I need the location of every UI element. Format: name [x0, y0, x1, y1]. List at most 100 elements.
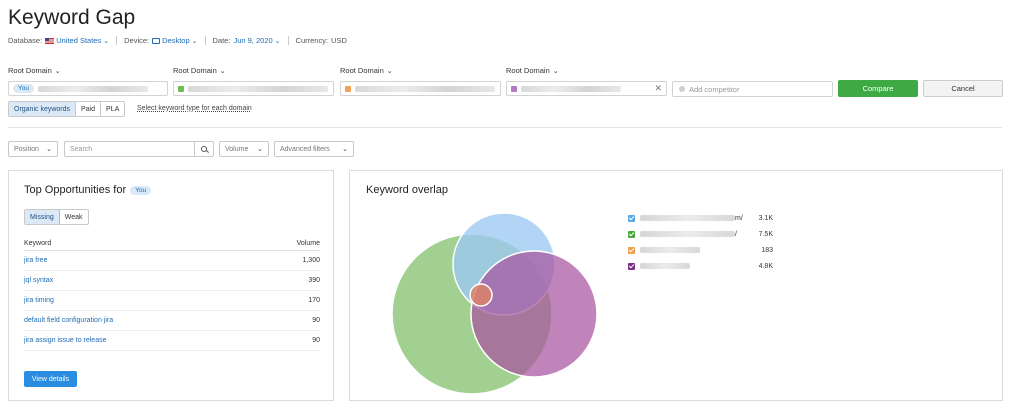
table-row: jira free 1,300	[24, 251, 320, 271]
blurred-domain	[640, 215, 735, 221]
kw-type-paid[interactable]: Paid	[76, 102, 102, 116]
chevron-down-icon: ⌄	[257, 146, 263, 153]
divider	[204, 36, 206, 45]
legend-item[interactable]: 4.8K	[628, 258, 773, 274]
close-icon[interactable]: ✕	[654, 83, 662, 93]
domain-input-4[interactable]: ✕	[506, 81, 667, 96]
tab-weak[interactable]: Weak	[64, 213, 83, 221]
search-placeholder: Search	[70, 145, 93, 153]
keyword-link[interactable]: jql syntax	[24, 277, 54, 284]
keyword-overlap-panel: Keyword overlap m/ 3.1K / 7.5K 183	[349, 170, 1003, 401]
currency-label: Currency:	[295, 36, 329, 45]
blurred-domain	[188, 85, 328, 92]
root-domain-select-3[interactable]: Root Domain ⌄	[340, 66, 393, 75]
table-row: default field configuration jira 90	[24, 311, 320, 331]
page-title: Keyword Gap	[8, 6, 136, 29]
device-value: Desktop	[162, 36, 190, 45]
date-label: Date:	[212, 36, 231, 45]
domain-color-marker	[345, 85, 351, 92]
checkbox-checked-icon[interactable]	[628, 246, 635, 254]
search-button[interactable]	[194, 142, 213, 156]
checkbox-checked-icon[interactable]	[628, 214, 635, 222]
keyword-volume: 170	[308, 297, 320, 304]
keyword-column-header: Keyword	[24, 240, 52, 247]
volume-column-header: Volume	[296, 240, 320, 247]
compare-button[interactable]: Compare	[838, 80, 918, 97]
database-select[interactable]: United States ⌄	[45, 36, 109, 45]
chevron-down-icon: ⌄	[552, 67, 559, 75]
overlap-legend: m/ 3.1K / 7.5K 183 4.8K	[628, 210, 773, 274]
monitor-icon	[152, 37, 161, 44]
section-divider	[8, 127, 1002, 128]
keyword-link[interactable]: jira assign issue to release	[24, 337, 107, 344]
position-filter[interactable]: Position ⌄	[8, 141, 58, 157]
you-badge: You	[13, 84, 34, 93]
domain-input-2[interactable]	[173, 81, 334, 96]
divider	[287, 36, 289, 45]
search-input[interactable]: Search	[64, 141, 214, 157]
top-opportunities-panel: Top Opportunities for You Missing Weak K…	[8, 170, 334, 401]
venn-circle-orange	[469, 283, 493, 307]
chevron-down-icon: ⌄	[46, 146, 52, 153]
circle-icon	[679, 86, 685, 92]
add-competitor-input[interactable]: Add competitor	[672, 81, 833, 97]
root-domain-label: Root Domain	[173, 66, 217, 75]
keyword-link[interactable]: default field configuration jira	[24, 317, 114, 324]
table-row: jira timing 170	[24, 291, 320, 311]
legend-value: 3.1K	[758, 214, 773, 222]
missing-weak-toggle: Missing Weak	[24, 209, 89, 225]
keyword-volume: 1,300	[302, 257, 320, 264]
chevron-down-icon: ⌄	[191, 37, 198, 45]
domain-input-you[interactable]: You	[8, 81, 168, 96]
keyword-link[interactable]: jira free	[24, 257, 48, 264]
legend-item[interactable]: m/ 3.1K	[628, 210, 773, 226]
database-value: United States	[56, 36, 102, 45]
root-domain-select-2[interactable]: Root Domain ⌄	[173, 66, 226, 75]
legend-value: 183	[761, 246, 773, 254]
top-opportunities-title: Top Opportunities for You	[24, 184, 155, 196]
keyword-link[interactable]: jira timing	[24, 297, 54, 304]
venn-circle-purple	[470, 250, 598, 378]
domain-input-3[interactable]	[340, 81, 501, 96]
chevron-down-icon: ⌄	[219, 67, 226, 75]
opportunities-table: Keyword Volume jira free 1,300 jql synta…	[24, 237, 320, 351]
volume-filter-label: Volume	[225, 145, 249, 153]
root-domain-label: Root Domain	[340, 66, 384, 75]
chevron-down-icon: ⌄	[342, 146, 348, 153]
domain-color-marker	[511, 85, 517, 92]
kw-type-organic[interactable]: Organic keywords	[9, 102, 77, 116]
device-select[interactable]: Desktop ⌄	[152, 36, 198, 45]
report-meta: Database: United States ⌄ Device: Deskto…	[8, 36, 347, 45]
add-competitor-placeholder: Add competitor	[689, 84, 740, 94]
chevron-down-icon: ⌄	[103, 37, 110, 45]
checkbox-checked-icon[interactable]	[628, 230, 635, 238]
venn-diagram	[391, 212, 598, 395]
legend-value: 4.8K	[758, 262, 773, 270]
root-domain-select-4[interactable]: Root Domain ⌄	[506, 66, 559, 75]
chevron-down-icon: ⌄	[386, 67, 393, 75]
keyword-volume: 90	[312, 337, 320, 344]
keyword-volume: 90	[312, 317, 320, 324]
cancel-button[interactable]: Cancel	[923, 80, 1003, 97]
keyword-type-toggle: Organic keywords Paid PLA	[8, 101, 126, 117]
domain-color-marker	[178, 85, 184, 92]
legend-item[interactable]: 183	[628, 242, 773, 258]
blurred-domain	[37, 85, 148, 92]
blurred-domain	[640, 231, 735, 237]
tab-missing[interactable]: Missing	[25, 210, 60, 224]
kw-type-pla[interactable]: PLA	[106, 105, 120, 113]
checkbox-checked-icon[interactable]	[628, 262, 635, 270]
legend-domain-suffix: m/	[735, 214, 743, 222]
blurred-domain	[640, 247, 700, 253]
chevron-down-icon: ⌄	[274, 37, 281, 45]
keyword-type-hint-link[interactable]: Select keyword type for each domain	[137, 105, 252, 112]
table-header: Keyword Volume	[24, 237, 320, 251]
volume-filter[interactable]: Volume ⌄	[219, 141, 269, 157]
view-details-button[interactable]: View details	[24, 371, 77, 387]
root-domain-select-1[interactable]: Root Domain ⌄	[8, 66, 61, 75]
advanced-filters[interactable]: Advanced filters ⌄	[274, 141, 354, 157]
legend-item[interactable]: / 7.5K	[628, 226, 773, 242]
position-filter-label: Position	[14, 145, 39, 153]
currency-value: USD	[331, 36, 347, 45]
date-select[interactable]: Jun 9, 2020 ⌄	[233, 36, 280, 45]
